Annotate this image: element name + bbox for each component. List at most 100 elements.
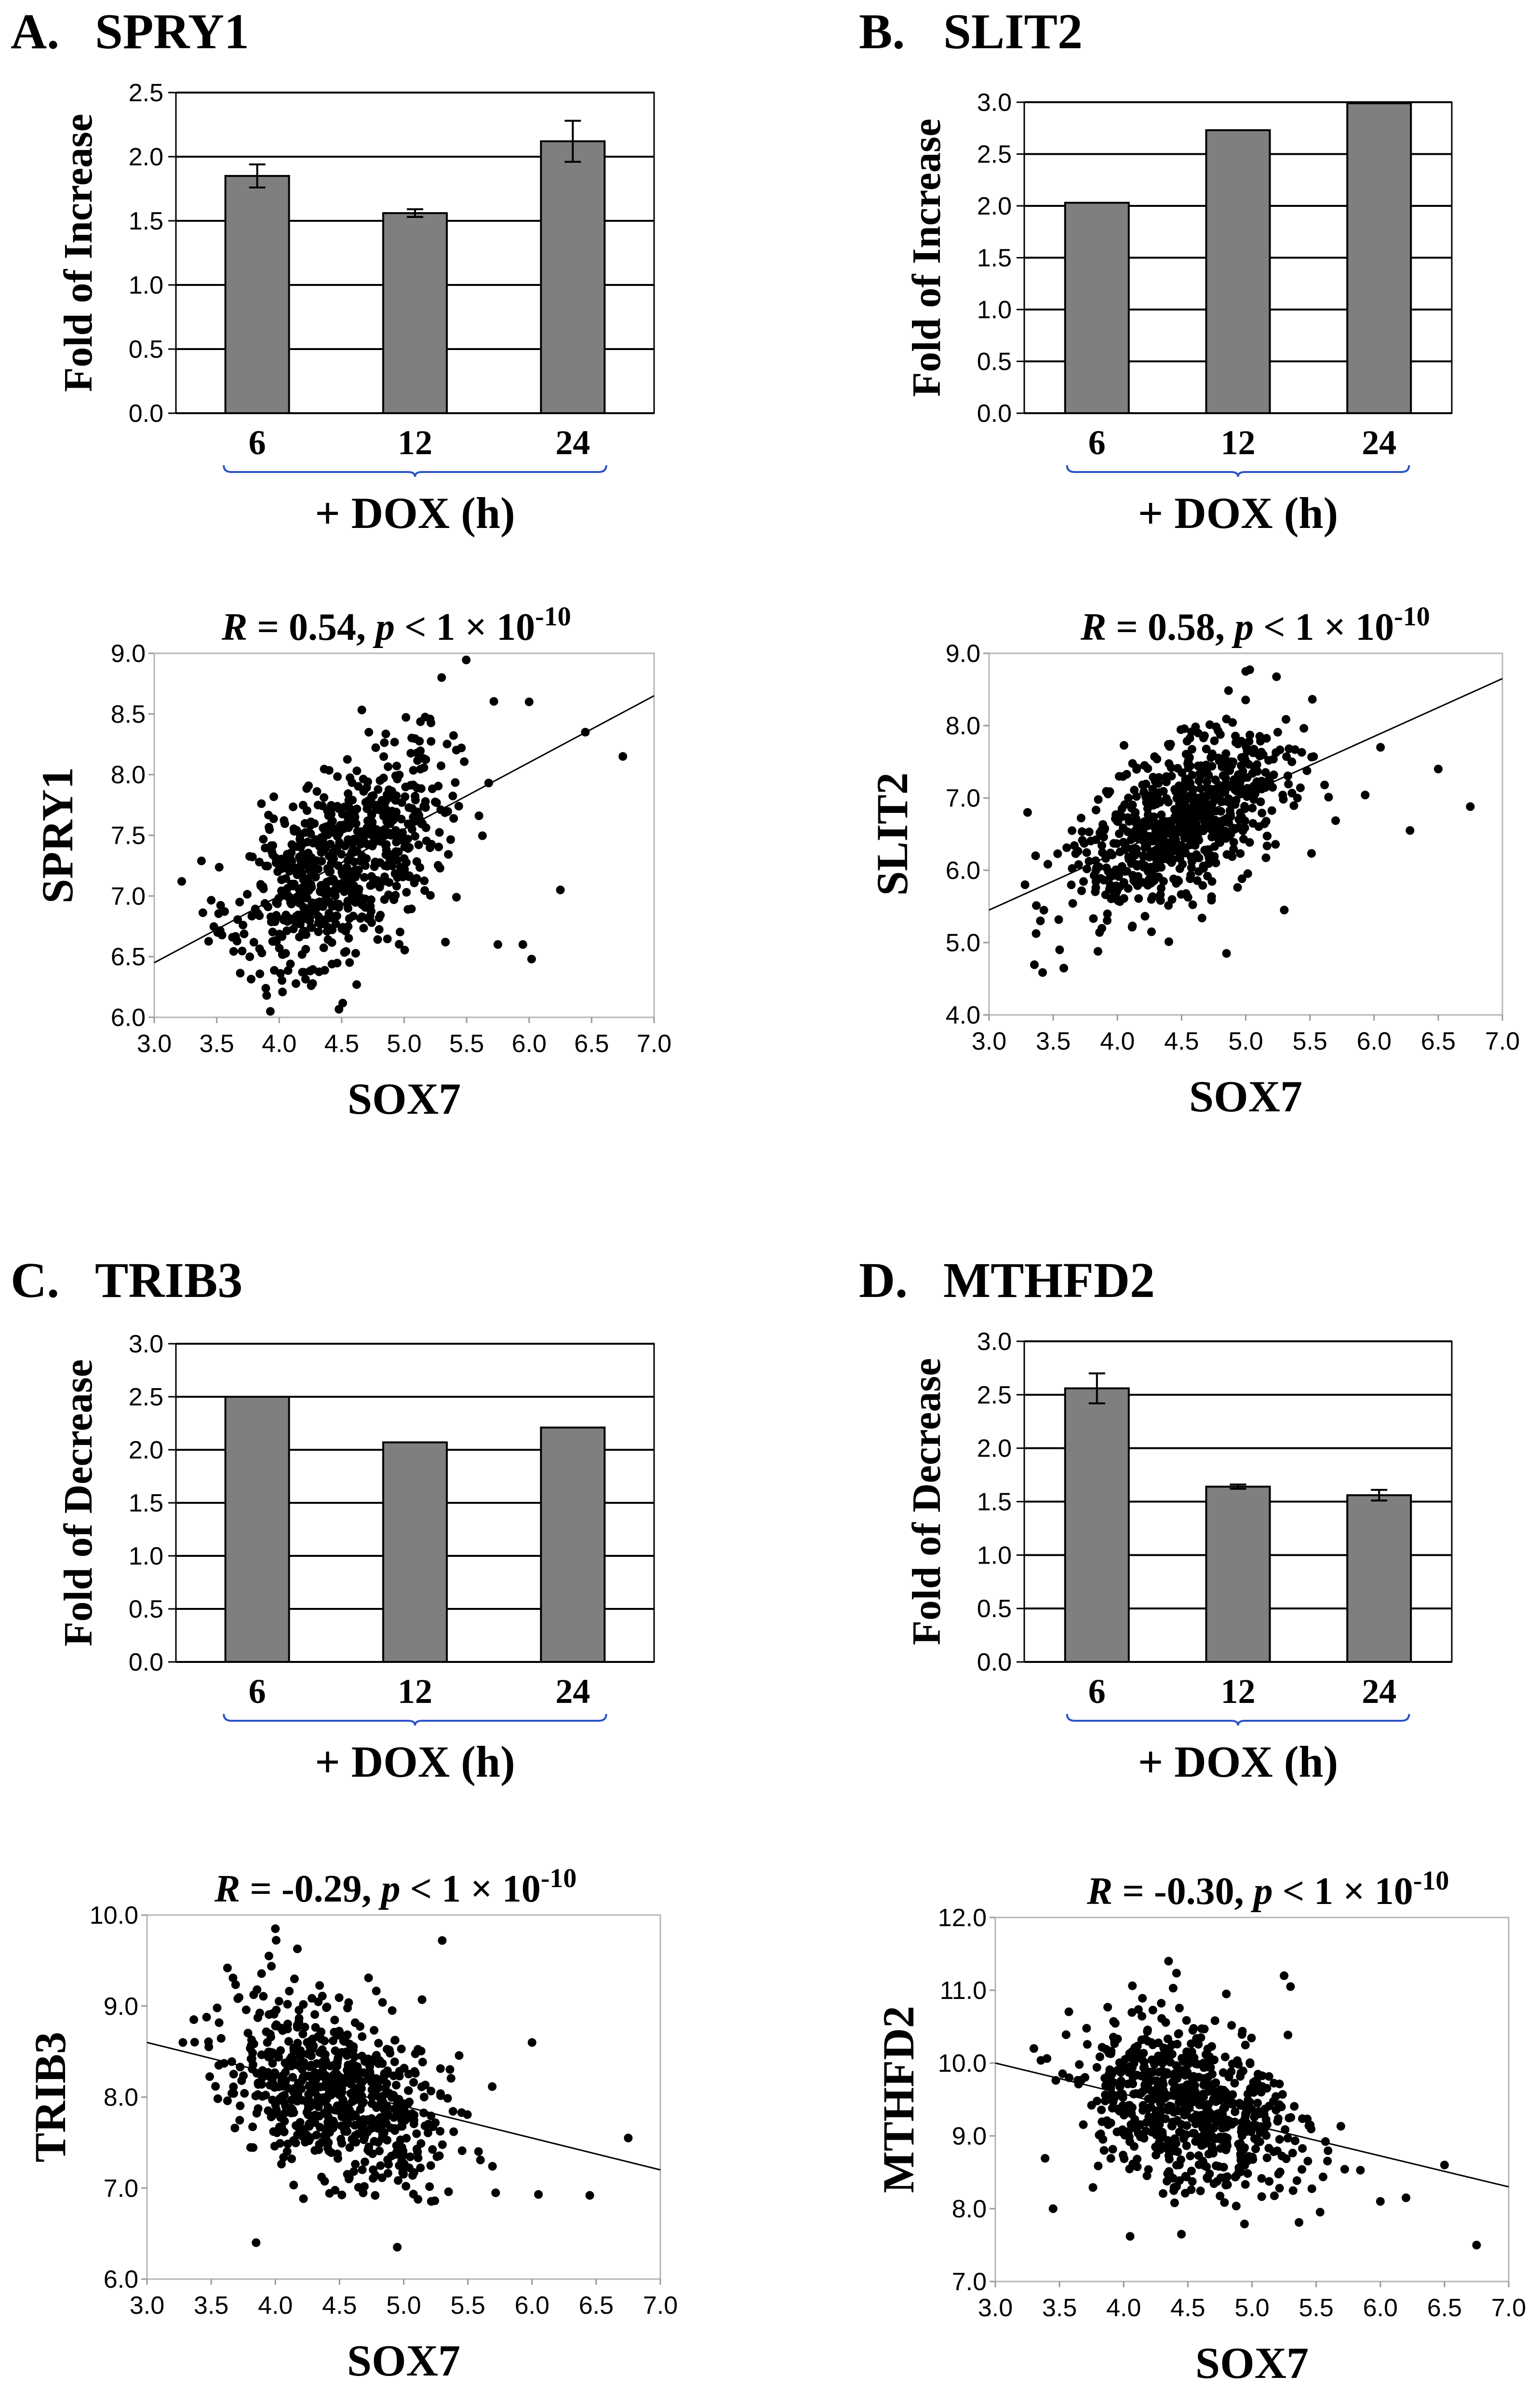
data-point (420, 886, 429, 895)
data-point (1222, 1989, 1231, 1998)
data-point (333, 2062, 342, 2071)
scatter-plot-slit2: 3.0 3.5 4.0 4.5 5.0 5.5 6.0 6.5 7.0 4.0 5.0 6.0 7.0 8… (868, 602, 1520, 1121)
x-tick-label: 6.0 (512, 1030, 547, 1058)
data-point (1290, 745, 1299, 754)
data-point (425, 2182, 434, 2191)
data-point (1180, 2071, 1190, 2080)
data-point (1091, 806, 1100, 815)
data-point (343, 755, 352, 764)
data-point (1062, 843, 1071, 852)
data-point (276, 2046, 285, 2055)
x-axis-label: SOX7 (347, 2336, 460, 2385)
data-point (1155, 2087, 1165, 2096)
data-point (1191, 2087, 1200, 2096)
data-point (1061, 2030, 1071, 2039)
data-point (417, 2082, 426, 2092)
data-point (276, 2139, 284, 2148)
data-point (356, 914, 365, 923)
data-point (1275, 2135, 1284, 2144)
data-point (409, 2078, 418, 2087)
panel-letter: A. (11, 4, 59, 59)
x-tick-label: 5.0 (1234, 2294, 1269, 2322)
data-point (1138, 1994, 1147, 2003)
x-axis-label: SOX7 (1189, 1072, 1302, 1121)
data-point (384, 2160, 393, 2169)
data-point (284, 2037, 293, 2046)
data-point (240, 930, 249, 938)
x-tick-label: 6.0 (1357, 1027, 1392, 1055)
data-point (1102, 787, 1111, 796)
data-point (278, 863, 287, 872)
data-point (1168, 856, 1177, 865)
data-point (247, 974, 255, 984)
data-point (1138, 878, 1147, 887)
data-point (247, 912, 256, 921)
data-point (1167, 771, 1176, 781)
data-point (354, 832, 363, 841)
data-point (1238, 2066, 1247, 2076)
data-point (1186, 874, 1195, 883)
data-point (1211, 2078, 1220, 2087)
data-point (320, 2131, 329, 2140)
data-point (326, 839, 335, 849)
data-point (229, 2069, 238, 2079)
data-point (1224, 686, 1233, 695)
data-point (411, 832, 420, 841)
data-point (1202, 744, 1211, 754)
data-point (337, 2100, 346, 2109)
data-point (1193, 2136, 1202, 2145)
y-tick-label: 7.0 (952, 2268, 987, 2296)
gene-title: TRIB3 (95, 1253, 242, 1308)
data-point (1170, 2069, 1179, 2078)
data-point (1165, 2170, 1174, 2179)
data-point (389, 2071, 398, 2080)
x-tick-label: 12 (1221, 423, 1256, 462)
data-point (1073, 847, 1083, 856)
data-point (178, 2038, 187, 2047)
data-point (1093, 947, 1102, 956)
data-point (1199, 864, 1208, 873)
data-point (378, 2092, 387, 2101)
data-point (409, 2119, 418, 2129)
data-point (391, 891, 400, 900)
data-point (1077, 886, 1086, 895)
y-tick-label: 0.5 (977, 1595, 1012, 1623)
data-point (230, 2123, 240, 2133)
data-point (1282, 715, 1290, 724)
data-point (444, 2187, 453, 2196)
data-point (1114, 772, 1124, 781)
data-point (356, 2105, 365, 2114)
stat-exponent: -10 (541, 1863, 577, 1893)
y-axis-label: Fold of Increase (56, 114, 101, 392)
data-point (1229, 845, 1238, 854)
data-point (1188, 900, 1197, 909)
data-point (1220, 2198, 1229, 2207)
data-point (398, 2168, 407, 2177)
data-point (272, 2107, 281, 2117)
data-point (1240, 2219, 1249, 2228)
data-point (384, 807, 393, 816)
data-point (317, 881, 325, 890)
data-point (401, 783, 410, 792)
data-point (1219, 2068, 1228, 2077)
data-point (1091, 887, 1100, 896)
data-point (1147, 927, 1156, 936)
data-point (392, 2080, 401, 2090)
data-point (388, 787, 396, 796)
data-point (400, 2064, 409, 2073)
data-point (1243, 2169, 1252, 2178)
data-point (1111, 2019, 1120, 2028)
y-tick-label: 1.0 (129, 1542, 163, 1570)
dox-bracket (1066, 1714, 1410, 1726)
data-point (1234, 770, 1243, 779)
data-point (262, 991, 271, 1000)
x-tick-label: 6 (1088, 1672, 1106, 1711)
data-point (1275, 2184, 1284, 2193)
data-point (270, 917, 280, 926)
data-point (1180, 724, 1189, 733)
data-point (177, 877, 186, 886)
data-point (370, 2026, 379, 2035)
x-tick-label: 12 (398, 423, 432, 462)
x-tick-label: 4.5 (1164, 1027, 1199, 1055)
